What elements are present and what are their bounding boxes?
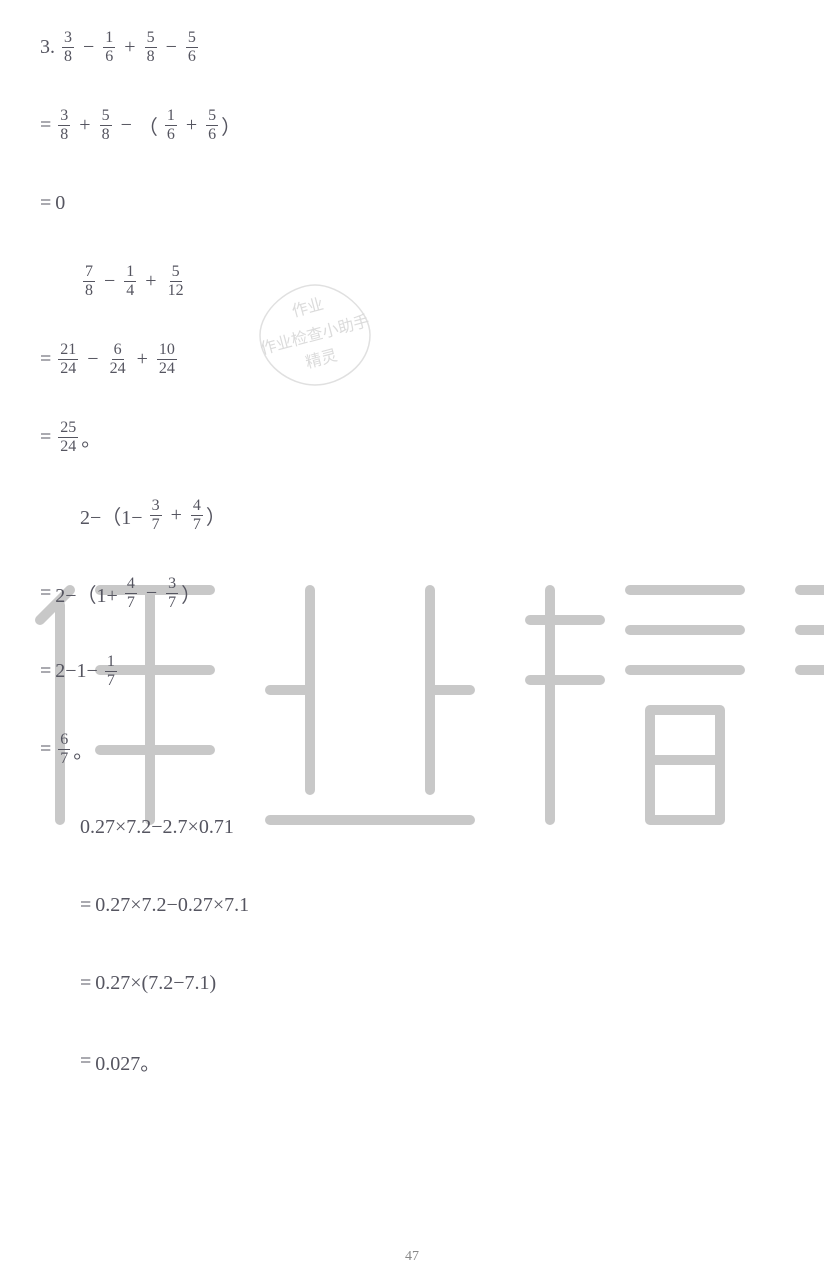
text-token: ） bbox=[221, 111, 241, 140]
fraction: 58 bbox=[100, 107, 112, 143]
equation-line: 0.27×7.2−2.7×0.71 bbox=[80, 808, 824, 846]
operator: − bbox=[146, 582, 157, 605]
equation-line: =0.027。 bbox=[80, 1042, 824, 1080]
line-prefix: = bbox=[80, 894, 91, 917]
line-prefix: = bbox=[40, 582, 51, 605]
page-number: 47 bbox=[0, 1249, 824, 1265]
text-token: 0.27×7.2−0.27×7.1 bbox=[95, 894, 249, 917]
fraction: 58 bbox=[145, 29, 157, 65]
fraction: 14 bbox=[124, 263, 136, 299]
fraction: 38 bbox=[62, 29, 74, 65]
equation-line: = 38 +58−（16 +56） bbox=[40, 106, 824, 144]
fraction: 67 bbox=[58, 731, 70, 767]
fraction: 2124 bbox=[58, 341, 78, 377]
fraction: 56 bbox=[206, 107, 218, 143]
line-prefix: = bbox=[40, 114, 51, 137]
text-token: 。 bbox=[81, 423, 101, 452]
text-token: 2−（1+ bbox=[55, 579, 118, 608]
equation-line: = 67 。 bbox=[40, 730, 824, 768]
fraction: 512 bbox=[166, 263, 186, 299]
operator: + bbox=[137, 348, 148, 371]
text-token: 2−（1− bbox=[80, 501, 143, 530]
line-prefix: = bbox=[80, 972, 91, 995]
line-prefix: = bbox=[40, 738, 51, 761]
line-prefix: = bbox=[40, 426, 51, 449]
fraction: 47 bbox=[191, 497, 203, 533]
fraction: 56 bbox=[186, 29, 198, 65]
operator: − bbox=[121, 114, 132, 137]
line-prefix: = bbox=[40, 192, 51, 215]
equation-line: =0 bbox=[40, 184, 824, 222]
line-prefix: = bbox=[40, 348, 51, 371]
text-token: 。 bbox=[73, 735, 93, 764]
fraction: 47 bbox=[125, 575, 137, 611]
operator: − bbox=[83, 36, 94, 59]
text-token: 2−1− bbox=[55, 660, 98, 683]
text-token: ） bbox=[181, 579, 201, 608]
equation-line: 78−14 +512 bbox=[80, 262, 824, 300]
operator: − bbox=[104, 270, 115, 293]
text-token: 0.27×7.2−2.7×0.71 bbox=[80, 816, 234, 839]
equation-line: =2−1− 17 bbox=[40, 652, 824, 690]
operator: − bbox=[166, 36, 177, 59]
fraction: 16 bbox=[165, 107, 177, 143]
operator: + bbox=[79, 114, 90, 137]
fraction: 38 bbox=[58, 107, 70, 143]
equation-line: =0.27×7.2−0.27×7.1 bbox=[80, 886, 824, 924]
text-token: 0.27×(7.2−7.1) bbox=[95, 972, 216, 995]
equation-line: 2−（1−37 +47） bbox=[80, 496, 824, 534]
text-token: 0.027。 bbox=[95, 1047, 160, 1076]
text-token: 0 bbox=[55, 192, 65, 215]
operator: − bbox=[87, 348, 98, 371]
line-prefix: = bbox=[80, 1050, 91, 1073]
line-prefix: 3. bbox=[40, 36, 55, 59]
equation-line: 3. 38−16+58−56 bbox=[40, 28, 824, 66]
equation-line: =2−（1+47−37） bbox=[40, 574, 824, 612]
operator: + bbox=[171, 504, 182, 527]
fraction: 37 bbox=[150, 497, 162, 533]
equation-line: =0.27×(7.2−7.1) bbox=[80, 964, 824, 1002]
fraction: 37 bbox=[166, 575, 178, 611]
fraction: 2524 bbox=[58, 419, 78, 455]
worksheet-content: 3. 38−16+58−56= 38+58−（16+56）=078−14+512… bbox=[0, 0, 824, 1080]
text-token: ） bbox=[206, 501, 226, 530]
fraction: 1024 bbox=[157, 341, 177, 377]
equation-line: = 2524 。 bbox=[40, 418, 824, 456]
operator: + bbox=[124, 36, 135, 59]
fraction: 624 bbox=[108, 341, 128, 377]
equation-line: = 2124−624 +1024 bbox=[40, 340, 824, 378]
fraction: 17 bbox=[105, 653, 117, 689]
line-prefix: = bbox=[40, 660, 51, 683]
operator: + bbox=[145, 270, 156, 293]
text-token: （ bbox=[138, 111, 158, 140]
operator: + bbox=[186, 114, 197, 137]
fraction: 78 bbox=[83, 263, 95, 299]
fraction: 16 bbox=[103, 29, 115, 65]
